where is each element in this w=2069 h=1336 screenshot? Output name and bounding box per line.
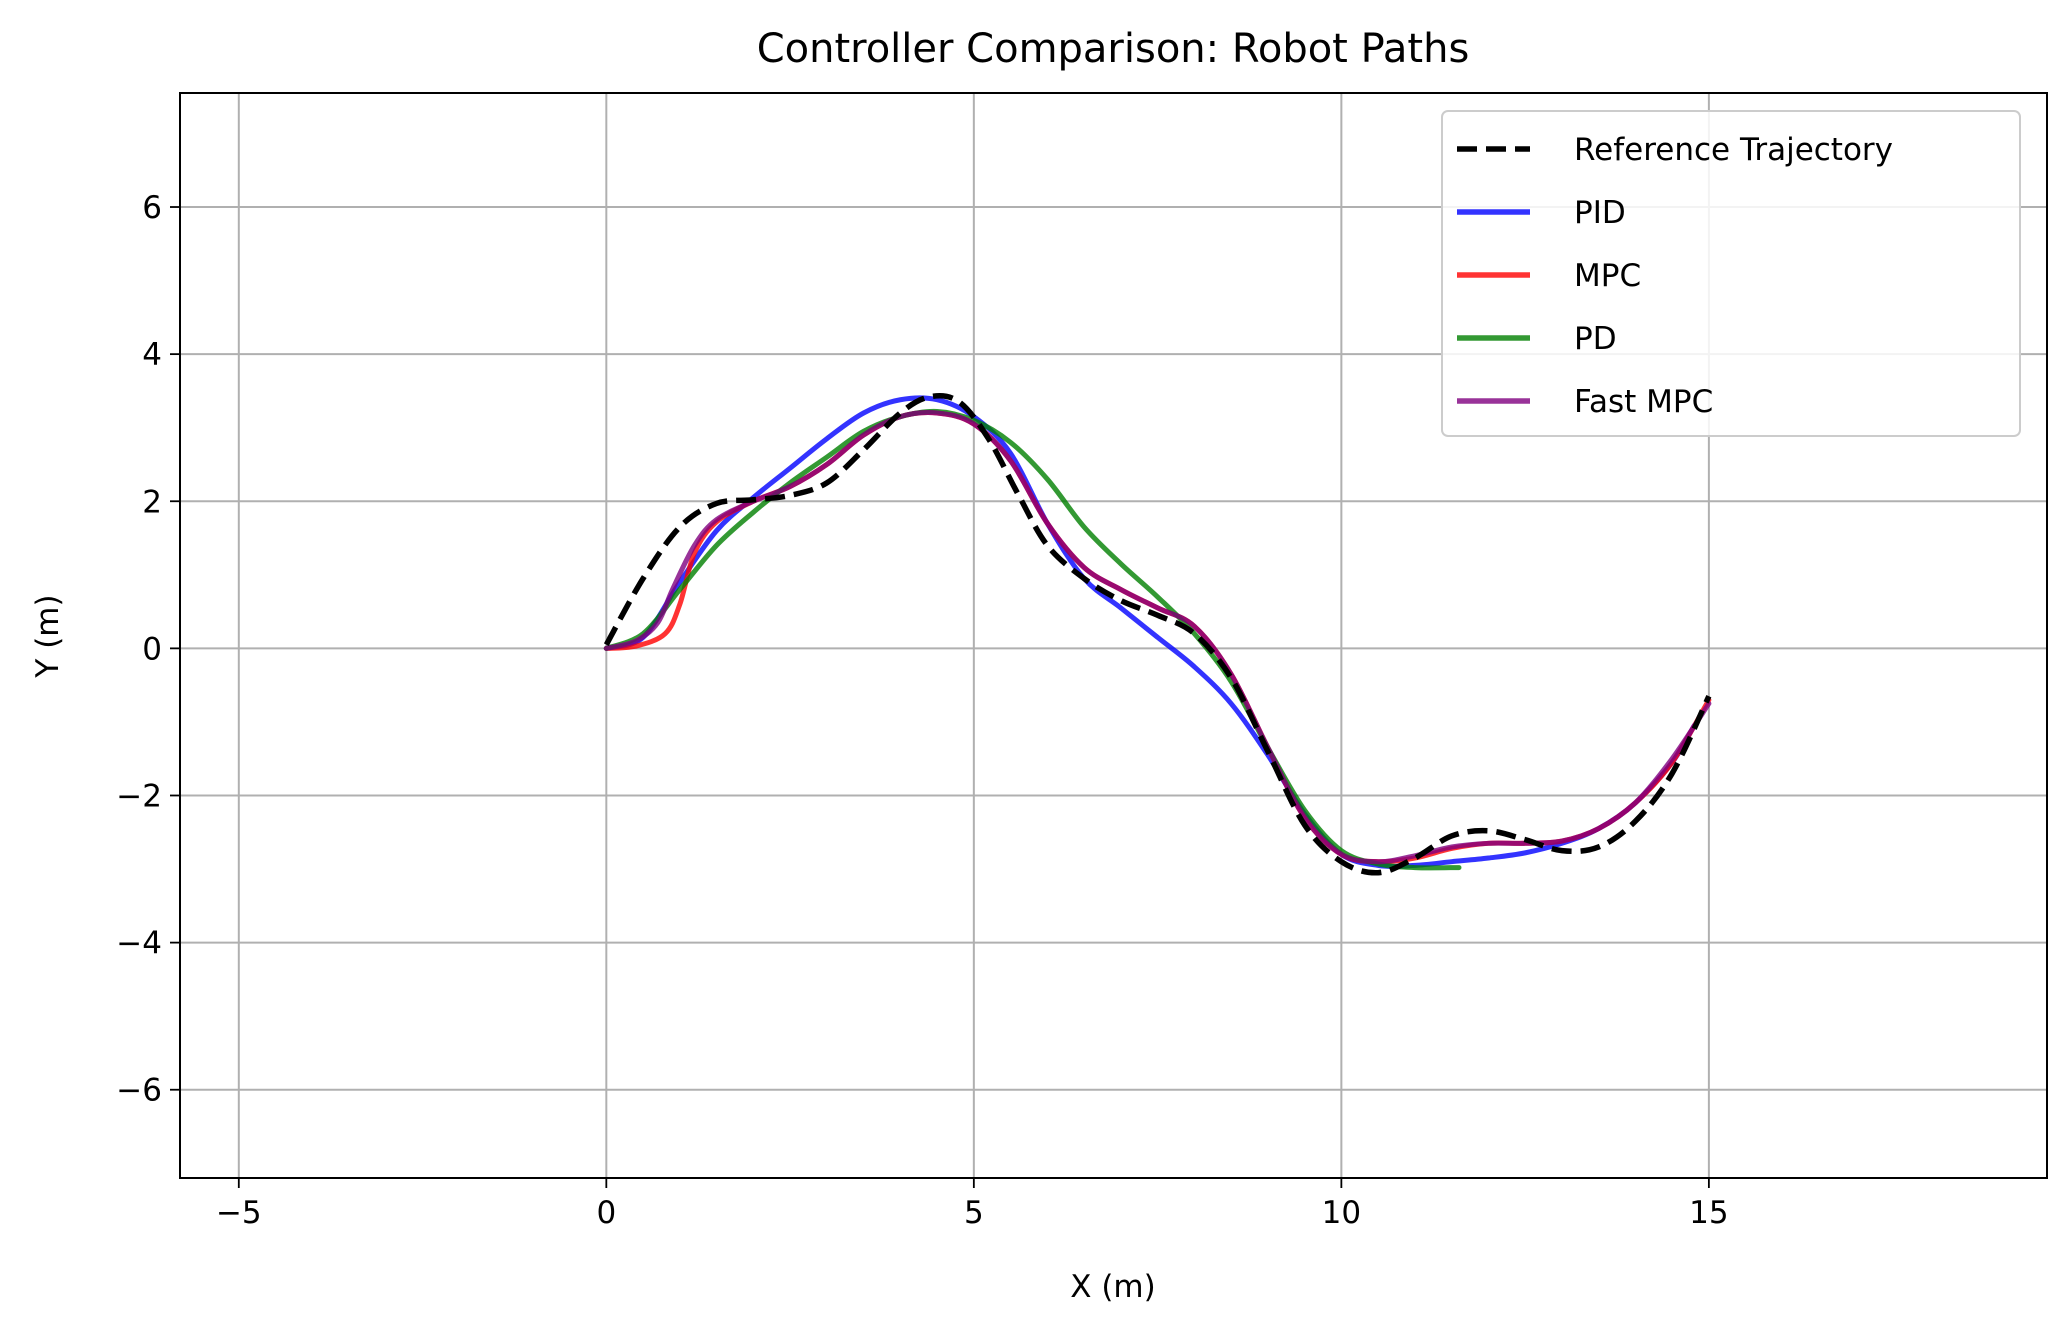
series-lines bbox=[603, 393, 1712, 876]
plot-frame bbox=[179, 92, 2048, 1179]
series-line-fast-mpc bbox=[603, 410, 1712, 865]
legend-box bbox=[1441, 110, 2021, 437]
series-line-reference-trajectory bbox=[603, 393, 1712, 876]
x-tick-label: 10 bbox=[1322, 1195, 1361, 1231]
y-axis-label: Y (m) bbox=[30, 594, 66, 678]
y-tick-label: −2 bbox=[116, 778, 162, 814]
x-tick-label: 5 bbox=[964, 1195, 984, 1231]
legend-label-pid: PID bbox=[1574, 195, 1626, 231]
legend-label-fast-mpc: Fast MPC bbox=[1574, 384, 1713, 420]
x-tick-label: 0 bbox=[596, 1195, 616, 1231]
x-axis-label: X (m) bbox=[1070, 1269, 1155, 1305]
series-line-pid bbox=[603, 395, 1697, 869]
y-tick-label: −6 bbox=[116, 1073, 162, 1109]
y-tick-label: 6 bbox=[142, 190, 162, 226]
y-tick-label: 2 bbox=[142, 484, 162, 520]
legend-label-pd: PD bbox=[1574, 321, 1617, 357]
x-tick-label: 15 bbox=[1689, 1195, 1728, 1231]
legend-label-mpc: MPC bbox=[1574, 258, 1641, 294]
y-tick-label: 0 bbox=[142, 631, 162, 667]
y-tick-label: 4 bbox=[142, 337, 162, 373]
x-tick-label: −5 bbox=[216, 1195, 262, 1231]
legend-label-reference-trajectory: Reference Trajectory bbox=[1574, 132, 1893, 168]
series-line-pd bbox=[603, 408, 1462, 871]
y-tick-label: −4 bbox=[116, 926, 162, 962]
legend: Reference Trajectory PID MPC PD Fast MPC bbox=[1441, 110, 2021, 437]
chart-title: Controller Comparison: Robot Paths bbox=[757, 26, 1470, 72]
axis-ticks: −5 0 5 10 15 −6 −4 −2 0 2 4 6 bbox=[116, 190, 1728, 1231]
